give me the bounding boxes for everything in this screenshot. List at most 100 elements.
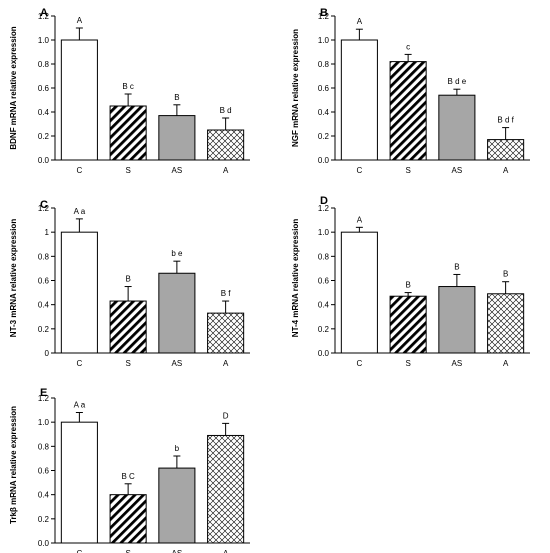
y-tick-label: 0.4: [318, 108, 330, 117]
bar-s: [109, 494, 147, 544]
bar-c: [60, 39, 98, 161]
bar-as: [438, 286, 476, 354]
bar-s: [389, 295, 427, 354]
bar-s: [109, 105, 147, 161]
y-tick-label: 1.2: [38, 12, 50, 21]
y-tick-label: 0.0: [318, 156, 330, 165]
panel-letter: B: [320, 7, 328, 19]
x-tick-label: AS: [172, 166, 183, 175]
x-tick-label: AS: [172, 359, 183, 368]
y-tick-label: 0.8: [318, 60, 330, 69]
bar-c: [60, 231, 98, 354]
y-tick-label: 0.6: [318, 84, 330, 93]
significance-label: B: [174, 93, 179, 102]
significance-label: B f: [221, 289, 232, 298]
bar-s: [109, 300, 147, 354]
significance-label: D: [223, 411, 229, 420]
bar-a: [207, 129, 245, 161]
y-axis-label: Trkβ mRNA relative expression: [9, 406, 18, 524]
y-tick-label: 0.2: [318, 325, 330, 334]
y-tick-label: 0.4: [38, 108, 50, 117]
y-tick-label: 1.0: [318, 36, 330, 45]
y-tick-label: 0.8: [318, 252, 330, 261]
significance-label: B d f: [497, 116, 514, 125]
y-tick-label: 0.2: [38, 132, 50, 141]
x-tick-label: AS: [452, 166, 463, 175]
y-tick-label: 0.2: [318, 132, 330, 141]
bar-as: [158, 467, 196, 544]
bar-a: [207, 312, 245, 354]
x-tick-label: S: [125, 359, 130, 368]
significance-label: c: [406, 42, 410, 51]
x-tick-label: A: [223, 166, 229, 175]
y-tick-label: 0: [45, 349, 50, 358]
significance-label: A a: [74, 401, 86, 410]
significance-label: A a: [74, 207, 86, 216]
significance-label: B: [405, 281, 410, 290]
x-tick-label: S: [405, 359, 410, 368]
y-tick-label: 0.8: [38, 60, 50, 69]
x-tick-label: AS: [452, 359, 463, 368]
bar-a: [207, 434, 245, 544]
bar-a: [487, 293, 525, 354]
panel-letter: E: [40, 387, 47, 399]
panel-a: A BDNF mRNA relative expression 0.0 0.2 0.…: [9, 7, 250, 175]
bar-s: [389, 61, 427, 161]
y-tick-label: 1.2: [38, 204, 50, 213]
y-tick-label: 0.4: [38, 491, 50, 500]
y-tick-label: 0.6: [38, 467, 50, 476]
x-tick-label: C: [76, 359, 82, 368]
x-tick-label: S: [405, 166, 410, 175]
bar-as: [158, 115, 196, 161]
bar-c: [60, 421, 98, 544]
significance-label: B d: [220, 106, 232, 115]
significance-label: b e: [171, 249, 183, 258]
significance-label: B: [125, 275, 130, 284]
significance-label: A: [357, 215, 363, 224]
significance-label: B c: [122, 82, 134, 91]
x-tick-label: C: [76, 549, 82, 553]
x-tick-label: AS: [172, 549, 183, 553]
y-tick-label: 0.4: [38, 301, 50, 310]
y-tick-label: 1.2: [38, 394, 50, 403]
bar-c: [340, 231, 378, 354]
y-tick-label: 1.2: [318, 204, 330, 213]
y-axis-label: NGF mRNA relative expression: [291, 29, 300, 147]
panel-d: D NT-4 mRNA relative expression 0.0 0.2 0.…: [291, 195, 530, 368]
significance-label: B: [454, 262, 459, 271]
x-tick-label: C: [356, 359, 362, 368]
x-tick-label: S: [125, 549, 130, 553]
y-tick-label: 0.0: [38, 156, 50, 165]
y-tick-label: 1.0: [38, 36, 50, 45]
bar-a: [487, 139, 525, 161]
x-tick-label: A: [223, 549, 229, 553]
y-tick-label: 0.0: [38, 539, 50, 548]
y-tick-label: 1: [45, 228, 50, 237]
significance-label: A: [357, 17, 363, 26]
y-tick-label: 1.2: [318, 12, 330, 21]
y-tick-label: 0.6: [38, 84, 50, 93]
y-axis-label: NT-4 mRNA relative expression: [291, 219, 300, 338]
panel-letter: D: [320, 195, 328, 207]
significance-label: B d e: [448, 77, 467, 86]
x-tick-label: A: [503, 166, 509, 175]
y-tick-label: 0.6: [38, 277, 50, 286]
y-tick-label: 1.0: [38, 418, 50, 427]
significance-label: b: [175, 444, 180, 453]
y-axis-label: NT-3 mRNA relative expression: [9, 219, 18, 338]
bar-as: [438, 94, 476, 161]
y-tick-label: 0.6: [318, 277, 330, 286]
panel-letter: A: [40, 7, 48, 19]
significance-label: A: [77, 16, 83, 25]
x-tick-label: C: [76, 166, 82, 175]
y-tick-label: 0.0: [318, 349, 330, 358]
x-tick-label: S: [125, 166, 130, 175]
y-tick-label: 0.8: [38, 442, 50, 451]
x-tick-label: A: [503, 359, 509, 368]
y-tick-label: 0.4: [318, 301, 330, 310]
y-axis-label: BDNF mRNA relative expression: [9, 26, 18, 149]
panel-c: C NT-3 mRNA relative expression 0 0.2 0.4 0…: [9, 199, 250, 368]
significance-label: B C: [121, 472, 135, 481]
panel-e: E Trkβ mRNA relative expression 0.0 0.2 0.…: [9, 387, 250, 553]
